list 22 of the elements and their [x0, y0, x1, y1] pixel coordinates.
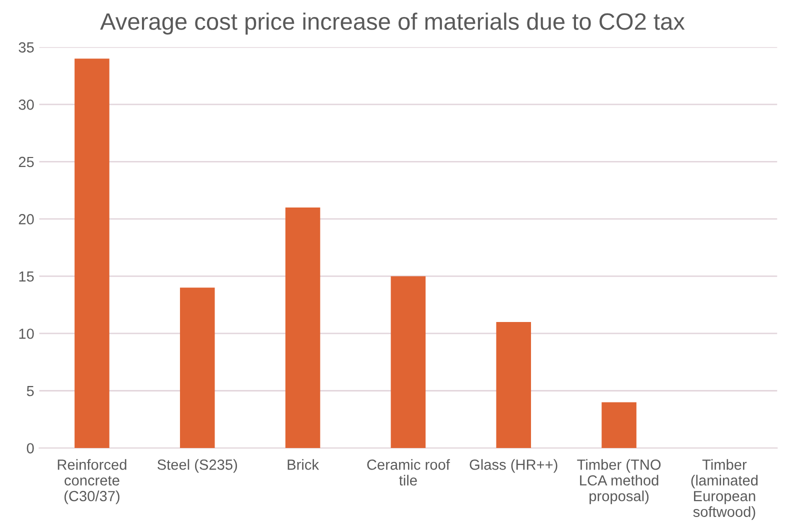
x-tick-label: Steel (S235): [158, 459, 237, 473]
bar: [74, 58, 110, 448]
bar: [285, 208, 320, 448]
x-tick-label: Reinforced concrete (C30/37): [58, 459, 126, 504]
bar: [496, 322, 532, 448]
y-tick-label: 10: [19, 328, 34, 339]
y-tick-label: 0: [26, 443, 34, 454]
y-tick-label: 25: [18, 156, 34, 168]
y-tick-label: 20: [18, 214, 34, 224]
x-tick-label: Timber (laminated European softwood): [691, 459, 758, 520]
chart-title: Average cost price increase of materials due to CO2 tax: [100, 12, 685, 35]
x-tick-label: Ceramic roof tile: [367, 459, 450, 486]
x-tick-label: Brick: [288, 459, 320, 470]
bar: [390, 276, 426, 448]
y-tick-label: 5: [26, 386, 34, 396]
bar: [602, 402, 636, 448]
y-tick-label: 30: [18, 100, 34, 110]
x-tick-label: Timber (TNO LCA method proposal): [577, 459, 661, 504]
y-tick-label: 35: [18, 42, 34, 53]
x-tick-label: Glass (HR++): [470, 459, 558, 473]
bar: [180, 288, 215, 448]
y-tick-label: 15: [19, 271, 34, 282]
